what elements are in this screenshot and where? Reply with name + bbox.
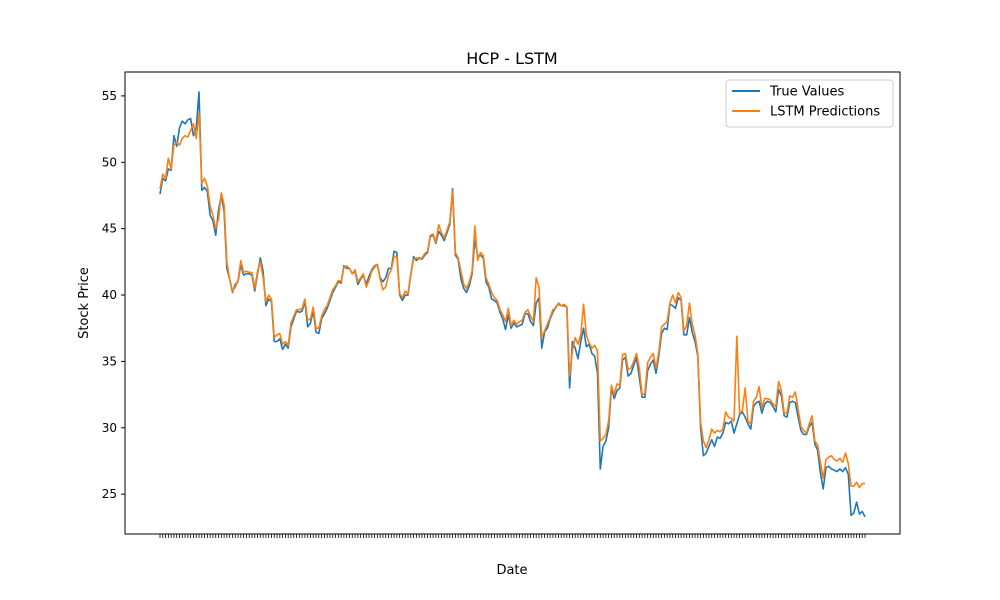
x-axis-label: Date: [496, 563, 527, 578]
series-line-lstm-predictions: [159, 112, 865, 489]
y-tick-label: 25: [102, 487, 117, 501]
y-tick-label: 55: [102, 89, 117, 103]
plot-frame: [124, 71, 901, 535]
legend-box: [725, 79, 894, 128]
series-line-true-values: [159, 91, 866, 518]
legend: True Values LSTM Predictions: [725, 79, 894, 128]
chart-title: HCP - LSTM: [466, 49, 557, 68]
x-ticks: [159, 534, 866, 538]
y-tick-label: 30: [102, 421, 117, 435]
y-tick-label: 45: [102, 222, 117, 236]
y-tick-label: 40: [102, 288, 117, 302]
series-layer: [159, 91, 866, 518]
y-ticks: 25 30 35 40 45 50 55: [102, 89, 125, 501]
legend-label-true-values: True Values: [769, 85, 844, 100]
y-axis-label: Stock Price: [77, 267, 92, 339]
y-tick-label: 35: [102, 354, 117, 368]
y-tick-label: 50: [102, 155, 117, 169]
legend-label-lstm-predictions: LSTM Predictions: [770, 105, 880, 120]
